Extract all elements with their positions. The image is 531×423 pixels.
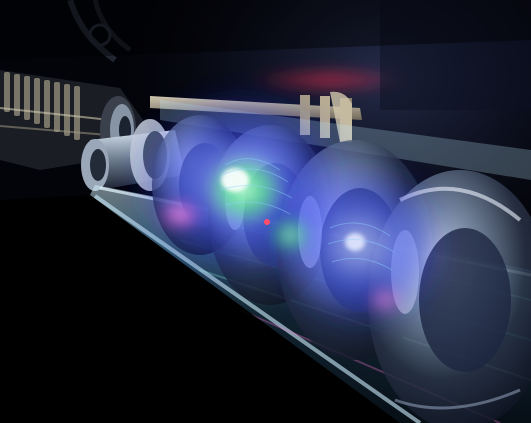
glow-core-secondary <box>345 233 365 251</box>
foreground-shadow <box>0 195 400 423</box>
top-vignette <box>0 0 531 60</box>
red-ambient-haze <box>250 66 410 94</box>
magenta-glow <box>156 197 204 233</box>
beam-glow <box>130 90 450 330</box>
background-dark-right <box>380 0 531 110</box>
red-particle <box>264 219 270 225</box>
field-lines <box>219 158 395 271</box>
glow-core <box>221 168 249 192</box>
green-glow <box>205 154 285 226</box>
green-glow-small <box>268 215 312 255</box>
magenta-glow-small <box>365 284 405 316</box>
overhead-cables <box>67 0 132 63</box>
